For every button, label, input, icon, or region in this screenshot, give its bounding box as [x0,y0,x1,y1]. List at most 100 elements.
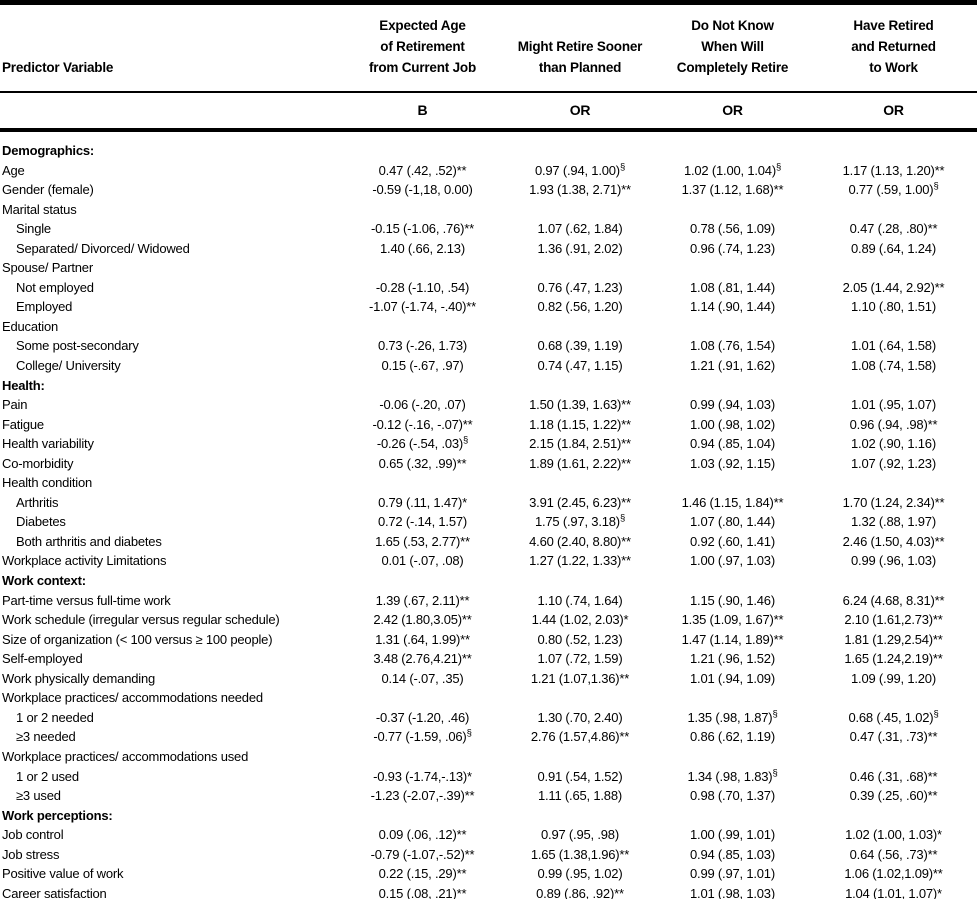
cell-value: 2.76 (1.57,4.86)** [530,729,630,745]
cell-value: 2.05 (1.44, 2.92)** [842,279,945,295]
row-label: 1 or 2 needed [16,709,94,725]
row-label: Pain [2,397,28,413]
row-label: Gender (female) [2,182,94,198]
cell-value: 1.65 (1.24,2.19)** [844,651,943,667]
cell-value: 0.47 (.28, .80)** [849,221,938,237]
cell-value: -0.77 (-1.59, .06)§ [373,728,472,745]
column-title-row: Predictor Variable Expected Age of Retire… [0,0,977,93]
table-row: Job control 0.09 (.06, .12)** 0.97 (.95, .… [0,825,977,845]
cell-value: 0.82 (.56, 1.20) [537,299,623,315]
cell-value: -0.15 (-1.06, .76)** [371,221,474,237]
row-label: Some post-secondary [16,338,139,354]
cell-value [810,200,977,220]
cell-value: 1.21 (1.07,1.36)** [530,670,630,686]
cell-value: 3.48 (2.76,4.21)** [373,651,472,667]
row-label: 1 or 2 used [16,768,79,784]
cell-value [655,688,810,708]
cell-value: 2.42 (1.80,3.05)** [373,612,472,628]
table-row: Self-employed 3.48 (2.76,4.21)** 1.07 (.72… [0,649,977,669]
cell-value: 1.35 (1.09, 1.67)** [681,612,784,628]
statistic-header-row: B OR OR OR [0,92,977,132]
cell-value: 0.91 (.54, 1.52) [537,768,623,784]
stat-header-1: OR [505,92,655,132]
cell-value: 1.08 (.74, 1.58) [851,358,936,374]
cell-value [505,747,655,767]
cell-value: 1.09 (.99, 1.20) [851,670,936,686]
table-row: Work perceptions: [0,806,977,826]
table-row: Pain -0.06 (-.20, .07) 1.50 (1.39, 1.63)**… [0,395,977,415]
cell-value: 0.92 (.60, 1.41) [690,533,775,549]
cell-value: 1.47 (1.14, 1.89)** [681,631,784,647]
cell-value [810,688,977,708]
table-row: Career satisfaction 0.15 (.08, .21)** 0.89… [0,883,977,899]
table-row: ≥3 needed -0.77 (-1.59, .06)§ 2.76 (1.57,4… [0,727,977,747]
cell-value: 1.00 (.98, 1.02) [690,416,775,432]
cell-value: 1.15 (.90, 1.46) [690,592,775,608]
cell-value: 2.10 (1.61,2.73)** [844,612,943,628]
cell-value: 0.39 (.25, .60)** [849,788,938,804]
row-label: Spouse/ Partner [2,260,93,276]
cell-value [810,376,977,396]
cell-value: 0.74 (.47, 1.15) [537,358,623,374]
cell-value [505,376,655,396]
table-row: Age 0.47 (.42, .52)** 0.97 (.94, 1.00)§ 1.0… [0,161,977,181]
row-label: Job control [2,827,64,843]
cell-value: 1.75 (.97, 3.18)§ [534,513,626,530]
cell-value: 0.68 (.39, 1.19) [537,338,623,354]
empty-stat-cell [0,92,340,132]
table-row: Co-morbidity 0.65 (.32, .99)** 1.89 (1.61,… [0,454,977,474]
cell-value: 1.00 (.99, 1.01) [690,827,775,843]
cell-value [505,258,655,278]
row-label: Size of organization (< 100 versus ≥ 100… [2,631,273,647]
row-label: Diabetes [16,514,66,530]
row-label: Separated/ Divorced/ Widowed [16,240,190,256]
table-row: Gender (female) -0.59 (-1,18, 0.00) 1.93 (… [0,180,977,200]
table-header: Predictor Variable Expected Age of Retire… [0,0,977,132]
cell-value: 0.47 (.42, .52)** [378,162,467,178]
cell-value: 0.77 (.59, 1.00)§ [848,180,939,198]
row-label: Education [2,318,59,334]
cell-value: 0.01 (-.07, .08) [381,553,464,569]
row-label: Both arthritis and diabetes [16,533,162,549]
table-row: Positive value of work 0.22 (.15, .29)** 0… [0,864,977,884]
cell-value: 1.36 (.91, 2.02) [537,240,623,256]
cell-value [505,317,655,337]
table-row: Single -0.15 (-1.06, .76)** 1.07 (.62, 1.8… [0,219,977,239]
cell-value: -0.79 (-1.07,-.52)** [370,846,475,862]
table-row: Not employed -0.28 (-1.10, .54) 0.76 (.47,… [0,278,977,298]
cell-value: 2.46 (1.50, 4.03)** [842,533,945,549]
cell-value: 1.07 (.72, 1.59) [537,651,623,667]
cell-value: 1.35 (.98, 1.87)§ [687,708,778,725]
row-label: Work context: [2,573,86,589]
cell-value [655,317,810,337]
table-row: 1 or 2 used -0.93 (-1.74,-.13)* 0.91 (.54,… [0,767,977,787]
cell-value: -0.28 (-1.10, .54) [375,279,470,295]
cell-value: 1.18 (1.15, 1.22)** [529,416,631,432]
cell-value: 1.21 (.96, 1.52) [690,651,775,667]
row-label: College/ University [16,358,121,374]
row-label: Workplace practices/ accommodations need… [2,690,263,706]
row-label: Co-morbidity [2,455,74,471]
cell-value: 1.14 (.90, 1.44) [690,299,775,315]
cell-value [655,571,810,591]
cell-value [340,688,505,708]
cell-value: -0.26 (-.54, .03)§ [376,434,469,452]
cell-value [340,376,505,396]
row-label: Health condition [2,475,93,491]
cell-value: 1.06 (1.02,1.09)** [844,866,943,882]
cell-value [810,317,977,337]
table-row: Work schedule (irregular versus regular … [0,610,977,630]
cell-value: 0.80 (.52, 1.23) [537,631,623,647]
cell-value: 0.14 (-.07, .35) [381,670,464,686]
cell-value: 0.65 (.32, .99)** [378,455,467,471]
cell-value [810,571,977,591]
table-row: Health condition [0,473,977,493]
row-label: Self-employed [2,651,83,667]
row-label: Work physically demanding [2,670,155,686]
row-label: Health: [2,377,45,393]
cell-value: 1.01 (.94, 1.09) [690,670,775,686]
stat-header-2: OR [655,92,810,132]
table-row: Education [0,317,977,337]
cell-value: 1.08 (.76, 1.54) [690,338,775,354]
